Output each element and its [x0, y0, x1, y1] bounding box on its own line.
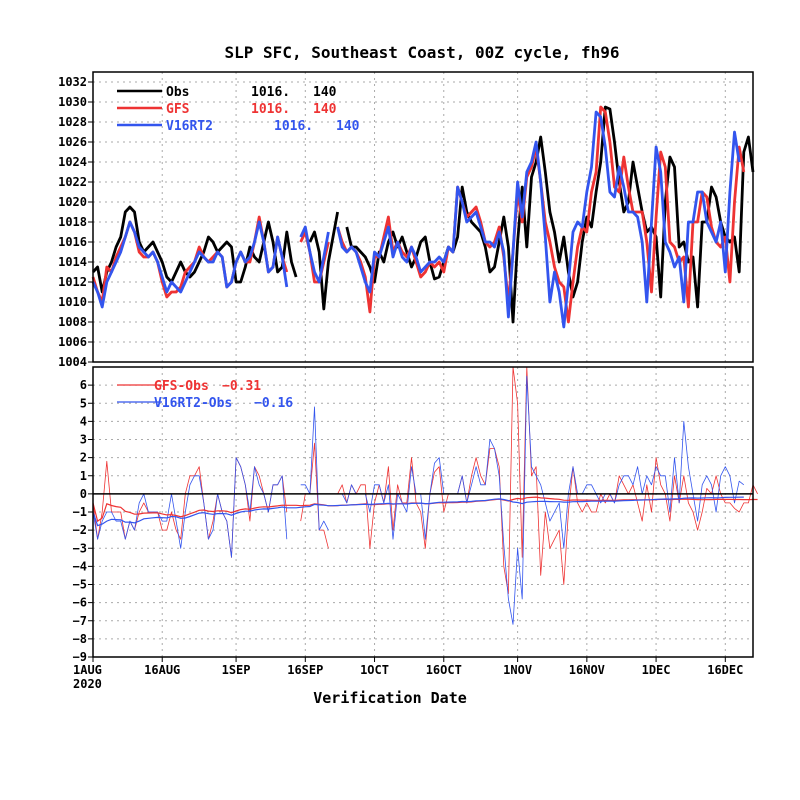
- legend-count: 140: [313, 85, 337, 100]
- y-tick-label: 0: [80, 487, 87, 501]
- chart-title: SLP SFC, Southeast Coast, 00Z cycle, fh9…: [225, 43, 620, 62]
- y-tick-label: 1024: [58, 155, 87, 169]
- y-tick-label: 4: [80, 414, 87, 428]
- y-tick-label: 1014: [58, 255, 87, 269]
- legend-label: Obs: [166, 85, 189, 100]
- y-tick-label: 1010: [58, 295, 87, 309]
- legend-stat: 1016.: [251, 102, 290, 117]
- y-tick-label: −4: [73, 559, 87, 573]
- running-mean-gfs-obs: [92, 496, 758, 523]
- y-tick-label: −9: [73, 650, 87, 664]
- x-axis-title: Verification Date: [313, 689, 467, 707]
- y-tick-label: −7: [73, 614, 87, 628]
- y-tick-label: 2: [80, 451, 87, 465]
- y-tick-label: 6: [80, 378, 87, 392]
- x-tick-label: 16NOV: [569, 663, 605, 677]
- legend-stat: 1016.: [251, 85, 290, 100]
- y-tick-label: 1004: [58, 355, 87, 369]
- x-tick-year: 2020: [73, 677, 102, 691]
- x-tick-label: 16SEP: [287, 663, 323, 677]
- y-tick-label: −8: [73, 632, 87, 646]
- y-tick-label: 1032: [58, 75, 87, 89]
- y-tick-label: −2: [73, 523, 87, 537]
- series-line-obs: [91, 105, 755, 324]
- legend-stat: 1016.: [274, 119, 313, 134]
- y-tick-label: 1006: [58, 335, 87, 349]
- series-layer: [91, 105, 758, 625]
- y-tick-label: 1016: [58, 235, 87, 249]
- y-tick-label: 1018: [58, 215, 87, 229]
- legend-label: GFS-Obs: [154, 379, 209, 394]
- y-tick-label: 1020: [58, 195, 87, 209]
- y-tick-label: 1008: [58, 315, 87, 329]
- y-tick-label: 1030: [58, 95, 87, 109]
- y-tick-label: 5: [80, 396, 87, 410]
- legend-count: 140: [313, 102, 337, 117]
- x-tick-label: 1OCT: [360, 663, 389, 677]
- x-tick-label: 16OCT: [426, 663, 462, 677]
- y-tick-label: −3: [73, 541, 87, 555]
- legend-stat: −0.31: [222, 379, 261, 394]
- y-tick-label: 1026: [58, 135, 87, 149]
- panel-frame: [92, 71, 754, 363]
- series-line-v16rt2: [91, 110, 741, 329]
- y-tick-label: 1022: [58, 175, 87, 189]
- y-tick-label: 3: [80, 433, 87, 447]
- legend-label: V16RT2-Obs: [154, 396, 232, 411]
- legend-count: 140: [336, 119, 360, 134]
- x-tick-label: 1AUG: [73, 663, 102, 677]
- legend-label: V16RT2: [166, 119, 213, 134]
- legend-stat: −0.16: [254, 396, 293, 411]
- series-line-v16rt2-obs: [92, 375, 745, 625]
- x-tick-label: 16DEC: [707, 663, 743, 677]
- tick-layer: 1004100610081010101210141016101810201022…: [58, 75, 743, 691]
- legend-label: GFS: [166, 102, 190, 117]
- x-tick-label: 16AUG: [144, 663, 180, 677]
- running-mean-v16rt2-obs: [92, 496, 744, 527]
- y-tick-label: 1028: [58, 115, 87, 129]
- y-tick-label: −6: [73, 596, 87, 610]
- x-tick-label: 1DEC: [642, 663, 671, 677]
- y-tick-label: −5: [73, 578, 87, 592]
- y-tick-label: 1012: [58, 275, 87, 289]
- x-tick-label: 1NOV: [503, 663, 532, 677]
- y-tick-label: 1: [80, 469, 87, 483]
- x-tick-label: 1SEP: [222, 663, 251, 677]
- y-tick-label: −1: [73, 505, 87, 519]
